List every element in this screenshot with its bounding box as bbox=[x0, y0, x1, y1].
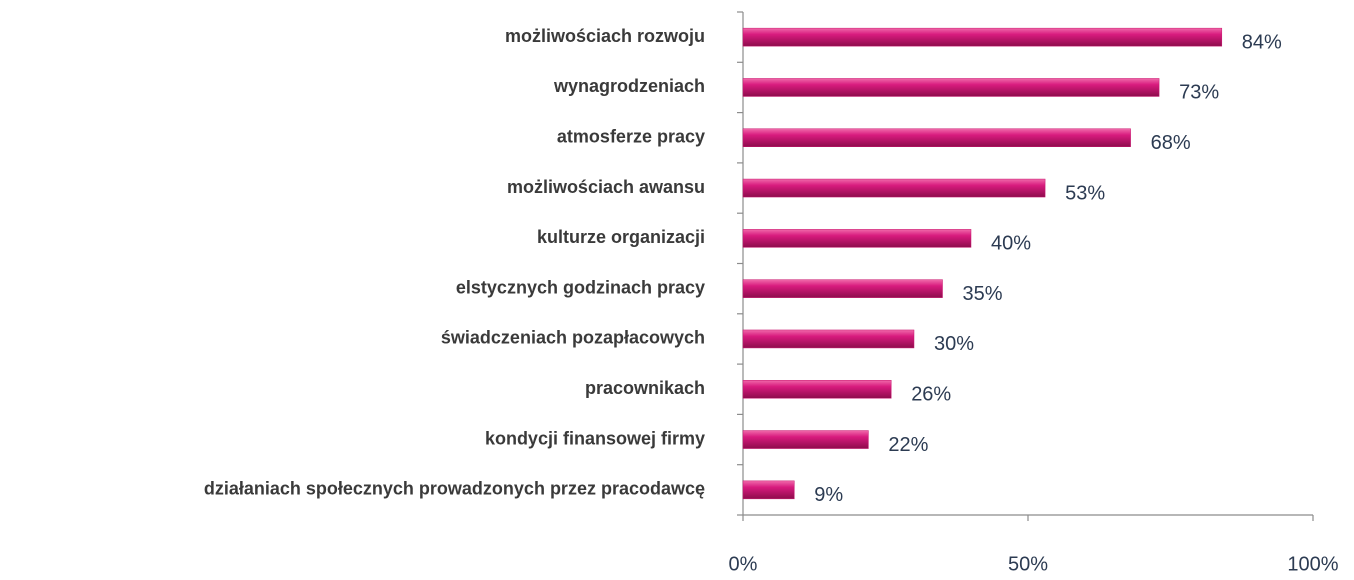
bar bbox=[742, 380, 892, 399]
bar bbox=[742, 430, 869, 449]
value-label: 22% bbox=[888, 434, 928, 456]
value-label: 53% bbox=[1065, 182, 1105, 204]
bar bbox=[742, 178, 1046, 198]
value-label: 73% bbox=[1179, 82, 1219, 104]
category-label: pracownikach bbox=[585, 378, 705, 398]
value-label: 84% bbox=[1242, 31, 1282, 53]
category-label: możliwościach rozwoju bbox=[505, 26, 705, 46]
value-label: 35% bbox=[963, 283, 1003, 305]
value-label: 26% bbox=[911, 384, 951, 406]
category-label: kulturze organizacji bbox=[537, 227, 705, 247]
value-label: 30% bbox=[934, 333, 974, 355]
category-label: elstycznych godzinach pracy bbox=[456, 277, 705, 297]
category-label: działaniach społecznych prowadzonych prz… bbox=[204, 479, 705, 499]
x-tick-label: 0% bbox=[729, 553, 758, 575]
category-label: świadczeniach pozapłacowych bbox=[441, 328, 705, 348]
category-label: możliwościach awansu bbox=[507, 177, 705, 197]
x-tick-label: 50% bbox=[1008, 553, 1048, 575]
bar bbox=[742, 279, 943, 298]
bar bbox=[742, 128, 1131, 147]
bar bbox=[742, 329, 915, 349]
category-label: wynagrodzeniach bbox=[553, 76, 705, 96]
bar bbox=[742, 229, 972, 248]
category-label: atmosferze pracy bbox=[557, 127, 705, 147]
value-label: 40% bbox=[991, 233, 1031, 255]
value-label: 68% bbox=[1151, 132, 1191, 154]
bar bbox=[742, 78, 1160, 97]
bar bbox=[742, 27, 1223, 47]
category-label: kondycji finansowej firmy bbox=[485, 428, 705, 448]
x-tick-label: 100% bbox=[1287, 553, 1338, 575]
value-label: 9% bbox=[814, 484, 843, 506]
bar bbox=[742, 480, 795, 500]
